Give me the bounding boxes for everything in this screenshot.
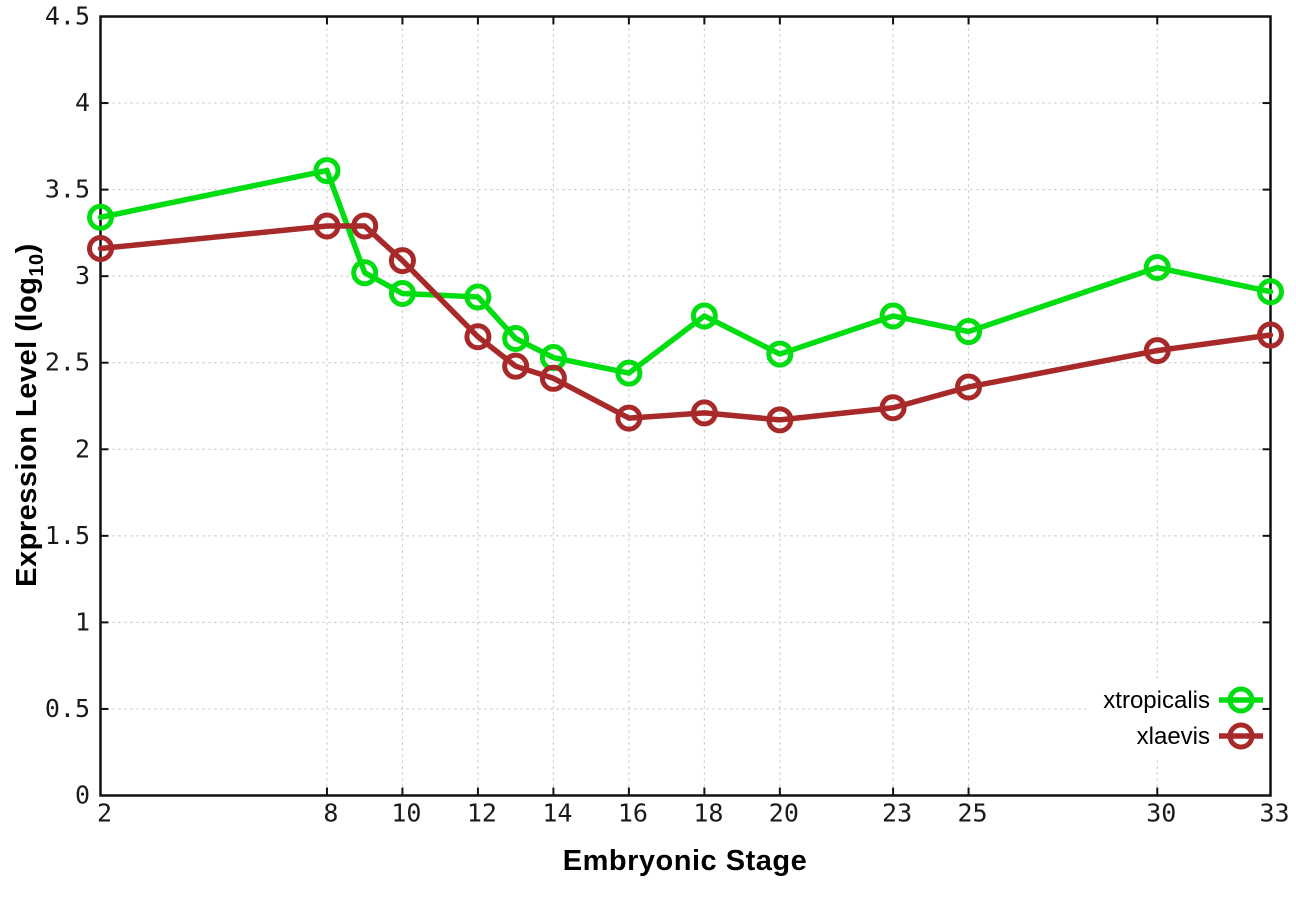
legend-item-xtropicalis: xtropicalis [1103,686,1263,714]
series-markers-xlaevis [87,212,1284,434]
data-point-marker [464,283,492,311]
data-point-marker [1257,321,1284,349]
x-axis-title: Embryonic Stage [562,845,808,877]
y-axis-title-suffix: ) [11,243,44,254]
data-point-marker [313,157,341,185]
x-tick-label: 2 [97,799,112,828]
data-point-marker [464,323,492,351]
data-point-marker [879,394,907,422]
data-point-marker [955,318,983,346]
y-axis-title-subscript: 10 [25,253,48,277]
y-tick-label: 1 [75,607,90,636]
x-tick-label: 23 [882,799,912,828]
data-point-marker [615,404,643,432]
series-markers-xtropicalis [87,157,1284,387]
y-tick-label: 1.5 [45,521,90,550]
y-tick-label: 3.5 [45,175,90,204]
legend-sample-marker [1227,686,1255,714]
x-tick-labels: 2 8 10 12 14 16 18 20 23 25 30 33 [97,799,1290,828]
x-tick-label: 10 [391,799,421,828]
y-axis-title: Expression Level (log10) [11,243,49,587]
legend-label: xlaevis [1137,723,1210,750]
x-tick-label: 14 [542,799,572,828]
data-point-marker [766,406,794,434]
data-point-marker [388,247,416,275]
x-tick-label: 8 [323,799,338,828]
data-point-marker [351,212,379,240]
data-point-marker [690,302,718,330]
data-point-marker [766,340,794,368]
legend-item-xlaevis: xlaevis [1137,722,1263,750]
data-point-marker [955,373,983,401]
y-axis-title-text: Expression Level (log [11,276,44,587]
x-tick-label: 16 [618,799,648,828]
series-line-xtropicalis [97,167,1274,376]
legend-label: xtropicalis [1103,687,1210,714]
x-tick-label: 20 [769,799,799,828]
data-point-marker [615,359,643,387]
y-tick-label: 0.5 [45,694,90,723]
data-point-marker [690,399,718,427]
y-tick-labels: 0 0.5 1 1.5 2 2.5 3 3.5 4 4.5 [45,2,90,810]
x-tick-label: 12 [467,799,497,828]
legend-sample-marker [1227,722,1255,750]
data-point-marker [1143,337,1171,365]
y-tick-label: 4.5 [45,2,90,31]
data-point-marker [1143,254,1171,282]
data-point-marker [87,203,114,231]
y-tick-label: 2 [75,434,90,463]
data-point-marker [87,234,114,262]
data-point-marker [313,212,341,240]
data-point-marker [1257,278,1284,306]
data-point-marker [388,279,416,307]
series-line-xlaevis [97,223,1274,423]
data-point-marker [502,352,530,380]
data-point-marker [879,302,907,330]
x-tick-label: 33 [1259,799,1289,828]
plot-border [99,15,1272,797]
x-tick-label: 18 [693,799,723,828]
y-tick-label: 4 [75,88,90,117]
data-point-marker [351,259,379,287]
data-point-marker [539,364,567,392]
gridlines [100,16,1271,796]
y-tick-label: 0 [75,781,90,810]
axis-ticks [99,15,1272,797]
y-tick-label: 3 [75,261,90,290]
x-tick-label: 25 [958,799,988,828]
x-tick-label: 30 [1146,799,1176,828]
data-point-marker [502,324,530,352]
y-tick-label: 2.5 [45,348,90,377]
